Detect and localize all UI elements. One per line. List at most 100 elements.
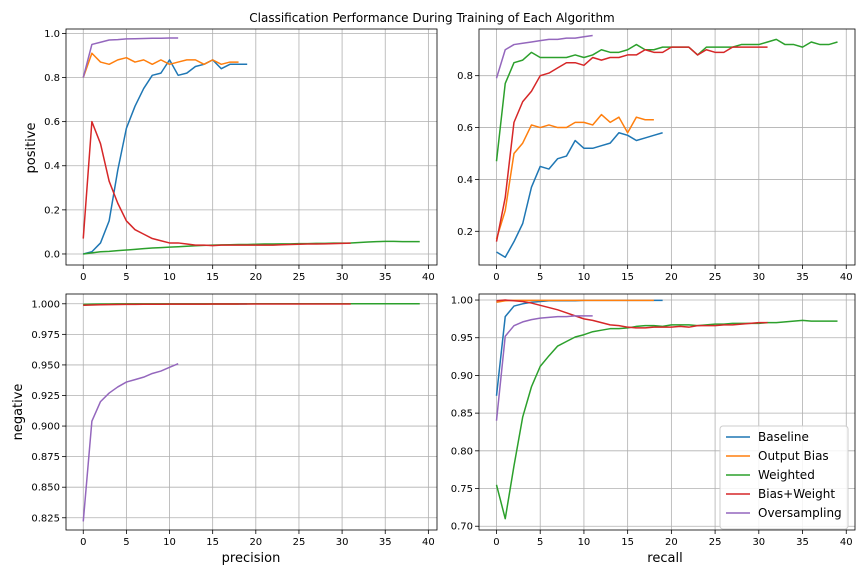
x-tick-label: 40 xyxy=(840,272,853,283)
legend: Baseline Output Bias Weighted Bias+Weight Ov… xyxy=(719,425,849,530)
y-tick-label: 0.85 xyxy=(451,409,473,420)
y-tick-label: 0.70 xyxy=(451,522,473,533)
x-tick-label: 10 xyxy=(578,272,591,283)
axes-frame xyxy=(65,293,438,531)
plot-area xyxy=(479,29,855,265)
x-tick-label: 35 xyxy=(379,537,392,548)
series-line-baseline xyxy=(83,59,248,255)
series-line-weighted xyxy=(83,240,420,255)
y-tick-label: 1.00 xyxy=(451,296,473,307)
y-tick-label: 0.95 xyxy=(451,333,473,344)
x-tick-label: 30 xyxy=(336,537,349,548)
panel-positive-recall: 0 5 10 15 20 25 30 35 40 0.2 0.4 0.6 0.8 xyxy=(457,28,856,283)
x-tick-label: 40 xyxy=(840,537,853,548)
series-line-bias-weight xyxy=(495,46,768,242)
axes-frame xyxy=(478,28,856,266)
y-tick-label: 0.8 xyxy=(44,73,60,84)
series-line-bias-weight xyxy=(83,303,351,306)
row-label-positive: positive xyxy=(24,123,39,174)
y-tick-label: 0.75 xyxy=(451,484,473,495)
x-tick-label: 20 xyxy=(249,537,262,548)
axes-frame xyxy=(65,28,438,266)
x-tick-label: 0 xyxy=(80,272,86,283)
x-tick-label: 0 xyxy=(493,537,499,548)
y-tick-label: 0.80 xyxy=(451,446,473,457)
x-tick-label: 35 xyxy=(796,537,809,548)
x-tick-label: 0 xyxy=(493,272,499,283)
plot-area xyxy=(66,294,437,530)
x-tick-label: 20 xyxy=(665,272,678,283)
y-tick-label: 1.0 xyxy=(44,29,60,40)
series-line-output-bias xyxy=(495,113,654,240)
x-tick-label: 5 xyxy=(123,537,129,548)
y-tick-label: 0.4 xyxy=(44,161,60,172)
x-tick-label: 5 xyxy=(537,272,543,283)
legend-label-output-bias: Output Bias xyxy=(758,449,829,463)
x-tick-label: 25 xyxy=(293,537,306,548)
series-line-oversampling xyxy=(495,34,593,79)
y-tick-label: 0.2 xyxy=(44,205,60,216)
y-tick-label: 1.000 xyxy=(31,299,60,310)
x-tick-label: 10 xyxy=(163,537,176,548)
panel-negative-precision: 0 5 10 15 20 25 30 35 40 0.825 0.850 0.875 0.900 0.92… xyxy=(31,293,438,548)
panel-negative-recall: 0 5 10 15 20 25 30 35 40 0.70 0.75 0.80 0.85 0.90 0.95… xyxy=(451,293,856,548)
x-tick-label: 40 xyxy=(422,272,435,283)
x-tick-label: 30 xyxy=(752,537,765,548)
x-tick-label: 20 xyxy=(249,272,262,283)
legend-box xyxy=(719,425,849,530)
x-tick-label: 35 xyxy=(379,272,392,283)
panel-positive-precision: 0 5 10 15 20 25 30 35 40 0.0 0.2 0.4 0.6 0.8 1.0 xyxy=(44,28,438,283)
y-tick-label: 0.6 xyxy=(44,117,60,128)
figure-title: Classification Performance During Traini… xyxy=(249,11,615,25)
legend-label-bias-weight: Bias+Weight xyxy=(758,487,835,501)
x-tick-label: 25 xyxy=(293,272,306,283)
x-tick-label: 20 xyxy=(665,537,678,548)
y-tick-label: 0.900 xyxy=(31,422,60,433)
col-label-precision: precision xyxy=(222,551,281,566)
plot-area xyxy=(66,29,437,265)
y-tick-label: 0.875 xyxy=(31,452,60,463)
x-tick-label: 30 xyxy=(752,272,765,283)
axes-frame xyxy=(478,293,856,531)
x-tick-label: 15 xyxy=(621,537,634,548)
x-tick-label: 25 xyxy=(709,537,722,548)
y-tick-label: 0.850 xyxy=(31,483,60,494)
y-tick-label: 0.8 xyxy=(457,71,473,82)
series-line-bias-weight xyxy=(496,299,768,329)
series-line-bias-weight xyxy=(82,120,351,247)
x-tick-label: 15 xyxy=(206,272,219,283)
y-tick-label: 0.950 xyxy=(31,360,60,371)
x-tick-label: 15 xyxy=(206,537,219,548)
series-line-baseline xyxy=(496,131,663,258)
legend-label-baseline: Baseline xyxy=(758,430,809,444)
x-tick-label: 0 xyxy=(80,537,86,548)
row-label-negative: negative xyxy=(11,384,26,441)
x-tick-label: 15 xyxy=(621,272,634,283)
series-line-oversampling xyxy=(82,363,179,522)
series-line-oversampling xyxy=(495,315,593,421)
series-line-weighted xyxy=(495,38,838,162)
panels: 0 5 10 15 20 25 30 35 400.00.20.40.60.81.00 5 10 15… xyxy=(31,28,856,548)
x-tick-label: 40 xyxy=(422,537,435,548)
x-tick-label: 30 xyxy=(336,272,349,283)
legend-label-weighted: Weighted xyxy=(758,468,815,482)
y-tick-label: 0.6 xyxy=(457,123,473,134)
series-line-weighted xyxy=(495,319,838,520)
y-tick-label: 0.4 xyxy=(457,175,473,186)
y-tick-label: 0.2 xyxy=(457,227,473,238)
x-tick-label: 10 xyxy=(578,537,591,548)
y-tick-label: 0.90 xyxy=(451,371,473,382)
col-label-recall: recall xyxy=(647,551,682,566)
x-tick-label: 25 xyxy=(709,272,722,283)
x-tick-label: 5 xyxy=(123,272,129,283)
x-tick-label: 5 xyxy=(537,537,543,548)
series-line-output-bias xyxy=(496,299,654,304)
series-line-output-bias xyxy=(82,52,239,78)
legend-label-oversampling: Oversampling xyxy=(758,506,842,520)
y-tick-label: 0.975 xyxy=(31,330,60,341)
y-tick-label: 0.825 xyxy=(31,513,60,524)
y-tick-label: 0.925 xyxy=(31,391,60,402)
series-line-oversampling xyxy=(82,37,179,78)
x-tick-label: 10 xyxy=(163,272,176,283)
